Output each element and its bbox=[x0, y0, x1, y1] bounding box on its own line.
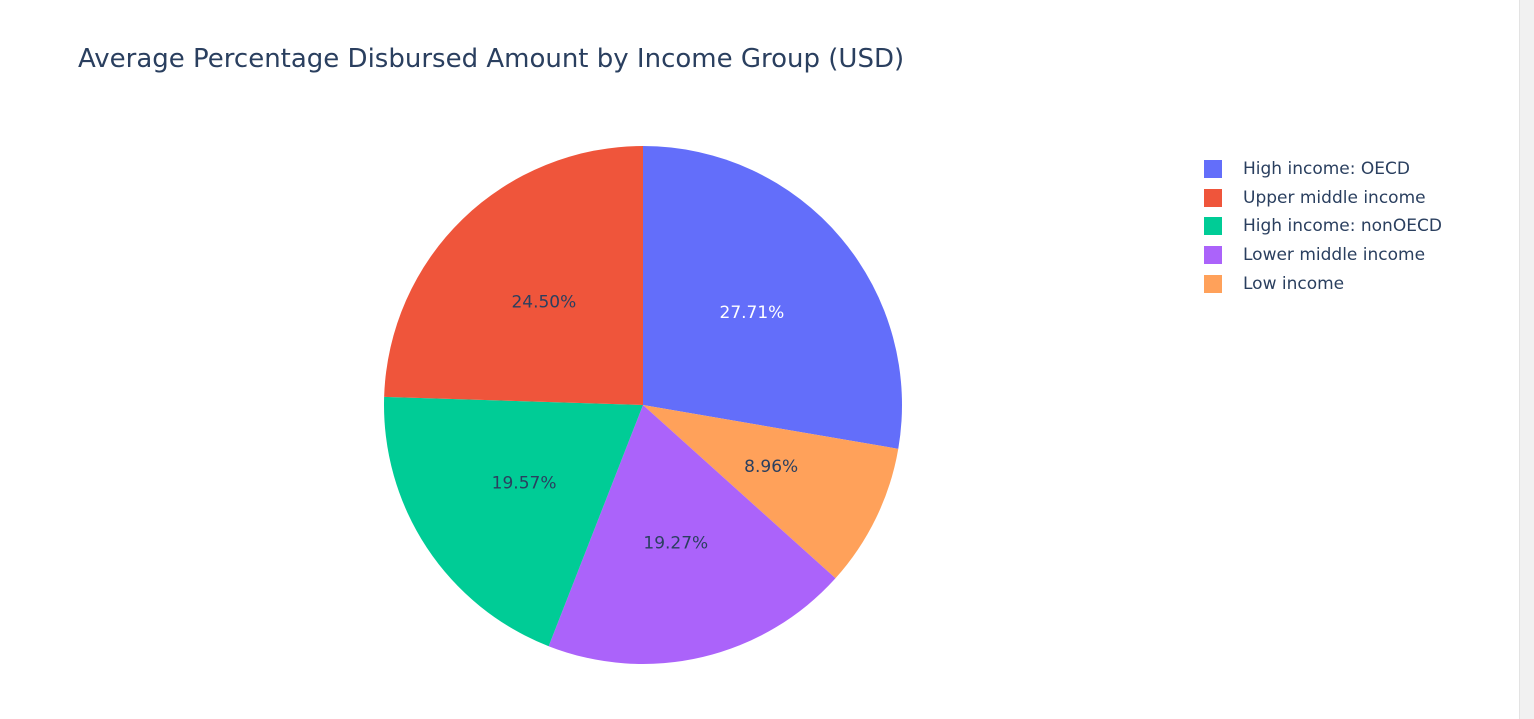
legend-swatch-high-income-oecd bbox=[1204, 160, 1222, 179]
legend-swatch-high-income-nonoecd bbox=[1204, 217, 1222, 236]
legend-label-high-income-nonoecd: High income: nonOECD bbox=[1243, 216, 1442, 237]
legend-label-low-income: Low income bbox=[1243, 273, 1345, 294]
legend-swatch-upper-middle-income bbox=[1204, 188, 1222, 207]
legend: High income: OECD Upper middle income High… bbox=[1204, 155, 1442, 298]
legend-item-lower-middle-income[interactable]: Lower middle income bbox=[1204, 241, 1442, 270]
legend-item-high-income-oecd[interactable]: High income: OECD bbox=[1204, 155, 1442, 184]
pie-slice-lower-middle-income[interactable] bbox=[548, 405, 836, 664]
pie-slice-high-income-oecd[interactable] bbox=[643, 146, 902, 449]
legend-item-upper-middle-income[interactable]: Upper middle income bbox=[1204, 184, 1442, 213]
pie-slice-high-income-nonoecd[interactable] bbox=[384, 396, 643, 647]
pie-slice-low-income[interactable] bbox=[643, 405, 899, 579]
slice-label-lower-middle-income: 19.27% bbox=[643, 534, 708, 554]
legend-label-lower-middle-income: Lower middle income bbox=[1243, 245, 1426, 266]
legend-item-high-income-nonoecd[interactable]: High income: nonOECD bbox=[1204, 212, 1442, 241]
legend-label-high-income-oecd: High income: OECD bbox=[1243, 159, 1410, 180]
legend-item-low-income[interactable]: Low income bbox=[1204, 269, 1442, 298]
slice-label-upper-middle-income: 24.50% bbox=[511, 293, 576, 313]
scrollbar[interactable] bbox=[1519, 0, 1534, 719]
legend-swatch-low-income bbox=[1204, 274, 1222, 293]
legend-swatch-lower-middle-income bbox=[1204, 246, 1222, 265]
slice-label-high-income-oecd: 27.71% bbox=[720, 303, 785, 323]
slice-label-high-income-nonoecd: 19.57% bbox=[492, 473, 557, 493]
slice-label-low-income: 8.96% bbox=[744, 457, 798, 477]
legend-label-upper-middle-income: Upper middle income bbox=[1243, 187, 1426, 208]
chart-title: Average Percentage Disbursed Amount by I… bbox=[78, 44, 905, 74]
pie-slice-upper-middle-income[interactable] bbox=[384, 146, 643, 405]
